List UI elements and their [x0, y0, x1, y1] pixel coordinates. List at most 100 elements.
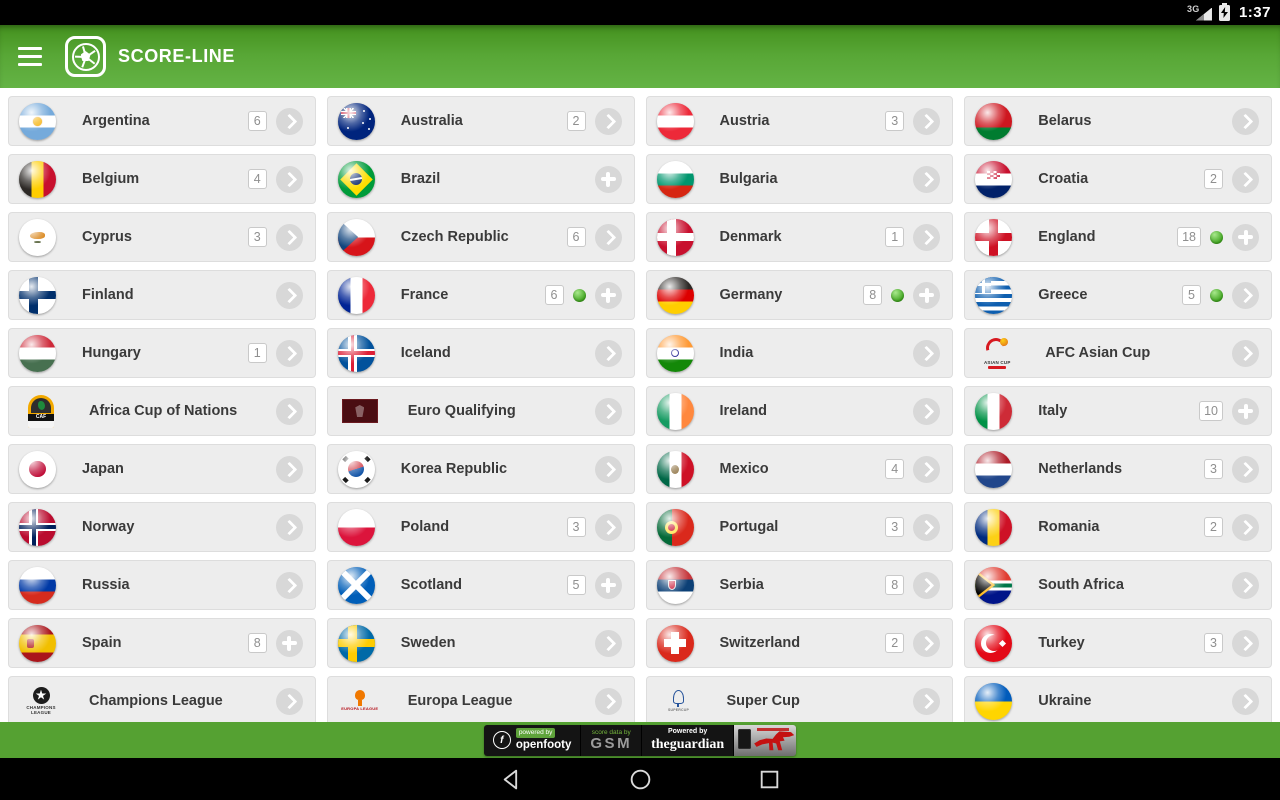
open-chevron-button[interactable]: [913, 165, 941, 193]
country-card-serbia[interactable]: Serbia 8: [645, 560, 954, 610]
country-card-romania[interactable]: Romania 2: [964, 502, 1272, 552]
open-chevron-button[interactable]: [913, 513, 941, 541]
country-card-turkey[interactable]: Turkey 3: [964, 618, 1272, 668]
country-card-portugal[interactable]: Portugal 3: [645, 502, 954, 552]
add-plus-button[interactable]: [1232, 397, 1259, 425]
open-chevron-button[interactable]: [913, 107, 941, 135]
country-card-italy[interactable]: Italy 10: [964, 386, 1272, 436]
country-card-argentina[interactable]: Argentina 6: [8, 96, 316, 146]
card-actions: 4: [247, 165, 303, 193]
country-card-brazil[interactable]: Brazil: [326, 154, 635, 204]
open-chevron-button[interactable]: [1232, 571, 1259, 599]
country-card-hungary[interactable]: Hungary 1: [8, 328, 316, 378]
country-card-france[interactable]: France 6: [326, 270, 635, 320]
open-chevron-button[interactable]: [594, 513, 622, 541]
country-card-sweden[interactable]: Sweden: [326, 618, 635, 668]
open-chevron-button[interactable]: [275, 687, 303, 715]
country-card-belgium[interactable]: Belgium 4: [8, 154, 316, 204]
open-chevron-button[interactable]: [913, 223, 941, 251]
add-plus-button[interactable]: [594, 281, 622, 309]
country-card-poland[interactable]: Poland 3: [326, 502, 635, 552]
country-card-bulgaria[interactable]: Bulgaria: [645, 154, 954, 204]
country-card-belarus[interactable]: Belarus: [964, 96, 1272, 146]
open-chevron-button[interactable]: [594, 339, 622, 367]
country-card-scotland[interactable]: Scotland 5: [326, 560, 635, 610]
open-chevron-button[interactable]: [275, 165, 303, 193]
country-card-afc-asian-cup[interactable]: ASIAN CUP AFC Asian Cup: [964, 328, 1272, 378]
country-name: Champions League: [89, 693, 223, 709]
card-actions: [275, 571, 303, 599]
country-card-germany[interactable]: Germany 8: [645, 270, 954, 320]
country-card-korea-republic[interactable]: Korea Republic: [326, 444, 635, 494]
open-chevron-button[interactable]: [594, 629, 622, 657]
open-chevron-button[interactable]: [1232, 281, 1259, 309]
open-chevron-button[interactable]: [594, 687, 622, 715]
open-chevron-button[interactable]: [594, 107, 622, 135]
match-count-badge: 2: [1204, 168, 1223, 190]
open-chevron-button[interactable]: [275, 397, 303, 425]
open-chevron-button[interactable]: [275, 107, 303, 135]
country-card-finland[interactable]: Finland: [8, 270, 316, 320]
recents-button[interactable]: [757, 767, 782, 792]
open-chevron-button[interactable]: [275, 281, 303, 309]
country-card-croatia[interactable]: Croatia 2: [964, 154, 1272, 204]
country-card-ukraine[interactable]: Ukraine: [964, 676, 1272, 722]
open-chevron-button[interactable]: [1232, 629, 1259, 657]
home-button[interactable]: [628, 767, 653, 792]
country-card-australia[interactable]: Australia 2: [326, 96, 635, 146]
country-card-champions-league[interactable]: CHAMPIONS LEAGUE Champions League: [8, 676, 316, 722]
country-card-netherlands[interactable]: Netherlands 3: [964, 444, 1272, 494]
add-plus-button[interactable]: [1232, 223, 1259, 251]
open-chevron-button[interactable]: [1232, 339, 1259, 367]
country-name: Super Cup: [726, 693, 800, 709]
country-card-norway[interactable]: Norway: [8, 502, 316, 552]
open-chevron-button[interactable]: [594, 223, 622, 251]
country-card-czech-republic[interactable]: Czech Republic 6: [326, 212, 635, 262]
open-chevron-button[interactable]: [594, 397, 622, 425]
country-card-russia[interactable]: Russia: [8, 560, 316, 610]
country-card-cyprus[interactable]: Cyprus 3: [8, 212, 316, 262]
country-card-india[interactable]: India: [645, 328, 954, 378]
card-actions: 3: [885, 513, 941, 541]
open-chevron-button[interactable]: [275, 571, 303, 599]
open-chevron-button[interactable]: [594, 455, 622, 483]
open-chevron-button[interactable]: [1232, 455, 1259, 483]
open-chevron-button[interactable]: [913, 455, 941, 483]
open-chevron-button[interactable]: [1232, 165, 1259, 193]
back-button[interactable]: [499, 767, 524, 792]
country-card-iceland[interactable]: Iceland: [326, 328, 635, 378]
open-chevron-button[interactable]: [1232, 513, 1259, 541]
ad-banner[interactable]: f powered by openfooty score data by GSM…: [483, 724, 797, 756]
add-plus-button[interactable]: [913, 281, 941, 309]
open-chevron-button[interactable]: [1232, 107, 1259, 135]
open-chevron-button[interactable]: [275, 339, 303, 367]
open-chevron-button[interactable]: [913, 571, 941, 599]
add-plus-button[interactable]: [594, 571, 622, 599]
open-chevron-button[interactable]: [913, 339, 941, 367]
country-card-england[interactable]: England 18: [964, 212, 1272, 262]
open-chevron-button[interactable]: [913, 397, 941, 425]
add-plus-button[interactable]: [594, 165, 622, 193]
country-card-africa-cup-of-nations[interactable]: CAF Africa Cup of Nations: [8, 386, 316, 436]
country-card-europa-league[interactable]: EUROPA LEAGUE Europa League: [326, 676, 635, 722]
open-chevron-button[interactable]: [1232, 687, 1259, 715]
country-card-spain[interactable]: Spain 8: [8, 618, 316, 668]
country-card-super-cup[interactable]: SUPERCUP Super Cup: [645, 676, 954, 722]
open-chevron-button[interactable]: [275, 223, 303, 251]
country-card-south-africa[interactable]: South Africa: [964, 560, 1272, 610]
open-chevron-button[interactable]: [913, 687, 941, 715]
country-card-ireland[interactable]: Ireland: [645, 386, 954, 436]
menu-button[interactable]: [18, 47, 42, 66]
country-card-euro-qualifying[interactable]: Euro Qualifying: [326, 386, 635, 436]
country-card-mexico[interactable]: Mexico 4: [645, 444, 954, 494]
add-plus-button[interactable]: [275, 629, 303, 657]
country-card-japan[interactable]: Japan: [8, 444, 316, 494]
open-chevron-button[interactable]: [275, 513, 303, 541]
country-card-austria[interactable]: Austria 3: [645, 96, 954, 146]
country-name: Europa League: [407, 693, 513, 709]
country-card-greece[interactable]: Greece 5: [964, 270, 1272, 320]
open-chevron-button[interactable]: [913, 629, 941, 657]
open-chevron-button[interactable]: [275, 455, 303, 483]
country-card-denmark[interactable]: Denmark 1: [645, 212, 954, 262]
country-card-switzerland[interactable]: Switzerland 2: [645, 618, 954, 668]
